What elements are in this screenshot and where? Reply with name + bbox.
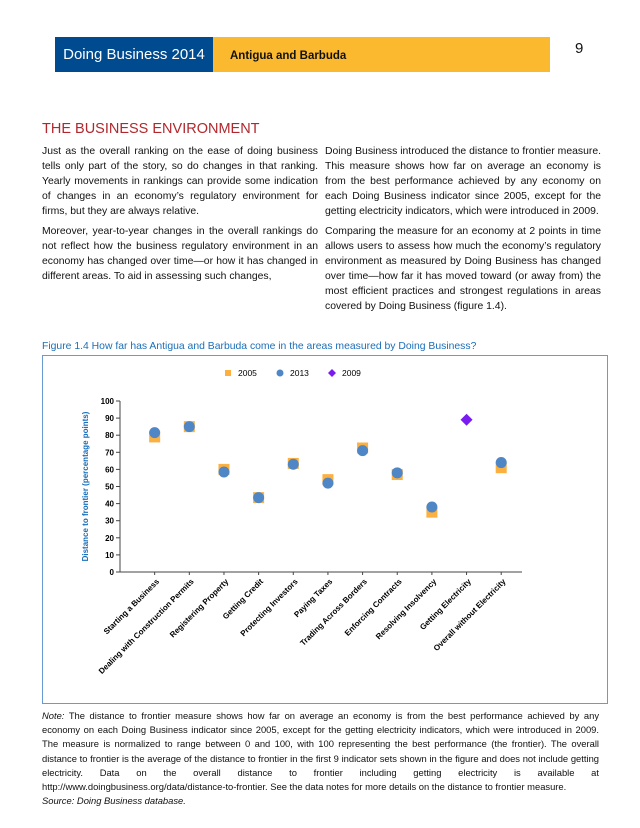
economy-name: Antigua and Barbuda bbox=[213, 37, 550, 72]
paragraph: Moreover, year-to-year changes in the ov… bbox=[42, 226, 318, 282]
source-text: Doing Business database. bbox=[76, 795, 186, 807]
note-label: Note: bbox=[42, 710, 65, 721]
figure-title: Figure 1.4 How far has Antigua and Barbu… bbox=[42, 341, 477, 352]
page-number: 9 bbox=[575, 40, 584, 57]
figure-frame bbox=[42, 355, 608, 704]
paragraph: Comparing the measure for an economy at … bbox=[325, 226, 601, 312]
source-label: Source: bbox=[42, 795, 75, 807]
section-title: THE BUSINESS ENVIRONMENT bbox=[42, 121, 260, 137]
right-column: Doing Business introduced the distance t… bbox=[325, 144, 601, 319]
paragraph: Doing Business introduced the distance t… bbox=[325, 146, 601, 217]
paragraph: Just as the overall ranking on the ease … bbox=[42, 146, 318, 217]
note-text: The distance to frontier measure shows h… bbox=[42, 710, 600, 793]
left-column: Just as the overall ranking on the ease … bbox=[42, 144, 318, 289]
figure-note: Note: The distance to frontier measure s… bbox=[42, 709, 599, 808]
report-title: Doing Business 2014 bbox=[55, 37, 213, 72]
